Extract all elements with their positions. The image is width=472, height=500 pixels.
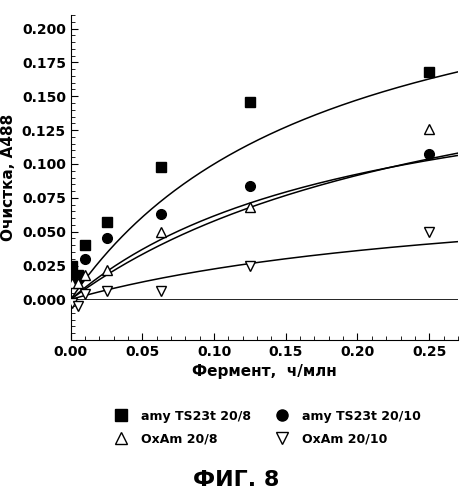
OxAm 20/10	[158, 288, 164, 294]
amy TS23t 20/8	[104, 219, 110, 225]
amy TS23t 20/10	[69, 272, 75, 278]
Line: OxAm 20/8: OxAm 20/8	[67, 124, 434, 288]
amy TS23t 20/8	[158, 164, 164, 170]
OxAm 20/8	[247, 204, 253, 210]
amy TS23t 20/8	[426, 69, 432, 75]
amy TS23t 20/8	[82, 242, 88, 248]
Text: ФИГ. 8: ФИГ. 8	[193, 470, 279, 490]
OxAm 20/10	[247, 262, 253, 268]
OxAm 20/8	[104, 266, 110, 272]
OxAm 20/8	[69, 280, 75, 286]
OxAm 20/8	[158, 228, 164, 234]
OxAm 20/10	[82, 291, 88, 297]
OxAm 20/8	[426, 126, 432, 132]
OxAm 20/8	[75, 280, 81, 286]
OxAm 20/10	[426, 228, 432, 234]
OxAm 20/10	[69, 300, 75, 306]
amy TS23t 20/10	[247, 182, 253, 188]
amy TS23t 20/10	[426, 152, 432, 158]
amy TS23t 20/8	[247, 98, 253, 104]
amy TS23t 20/10	[158, 211, 164, 217]
OxAm 20/10	[104, 288, 110, 294]
amy TS23t 20/8	[69, 262, 75, 268]
Y-axis label: Очистка, А488: Очистка, А488	[1, 114, 16, 241]
OxAm 20/8	[82, 272, 88, 278]
amy TS23t 20/8	[75, 272, 81, 278]
OxAm 20/10	[75, 303, 81, 309]
X-axis label: Фермент,  ч/млн: Фермент, ч/млн	[192, 364, 337, 380]
Legend: amy TS23t 20/8, OxAm 20/8, amy TS23t 20/10, OxAm 20/10: amy TS23t 20/8, OxAm 20/8, amy TS23t 20/…	[103, 404, 426, 451]
amy TS23t 20/10	[104, 236, 110, 242]
amy TS23t 20/10	[75, 276, 81, 282]
amy TS23t 20/10	[82, 256, 88, 262]
Line: amy TS23t 20/10: amy TS23t 20/10	[67, 150, 434, 284]
Line: amy TS23t 20/8: amy TS23t 20/8	[67, 67, 434, 280]
Line: OxAm 20/10: OxAm 20/10	[67, 227, 434, 311]
